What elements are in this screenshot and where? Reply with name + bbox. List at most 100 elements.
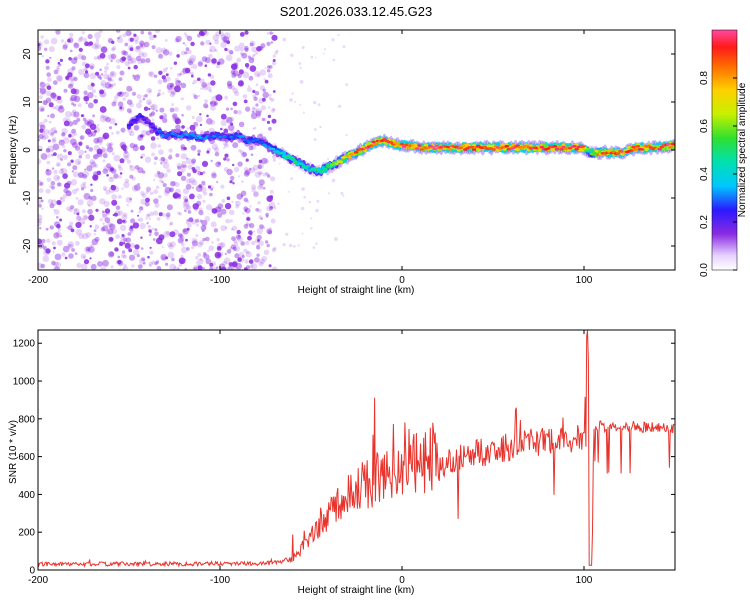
noise-speck <box>259 85 265 91</box>
noise-speck <box>147 101 151 105</box>
noise-speck <box>123 263 127 268</box>
noise-speck <box>85 63 90 69</box>
noise-speck <box>47 114 50 118</box>
noise-speck <box>225 218 230 224</box>
x-tick-label: -200 <box>28 575 48 586</box>
noise-speck <box>202 171 206 174</box>
noise-speck <box>103 115 109 121</box>
noise-speck <box>60 235 63 238</box>
noise-speck <box>244 259 249 264</box>
noise-speck <box>191 246 194 250</box>
noise-speck <box>232 70 239 77</box>
noise-speck <box>109 251 114 257</box>
noise-speck <box>58 168 65 175</box>
noise-speck <box>121 187 124 190</box>
noise-speck <box>223 167 229 172</box>
noise-speck <box>93 144 100 151</box>
noise-speck <box>219 241 226 248</box>
noise-speck <box>51 149 54 152</box>
noise-speck <box>38 218 43 223</box>
ridge-cell <box>616 152 621 155</box>
noise-speck <box>69 97 74 102</box>
noise-speck <box>220 184 225 189</box>
noise-speck <box>185 221 190 225</box>
noise-speck <box>90 188 94 193</box>
noise-speck <box>200 186 207 193</box>
noise-speck <box>184 44 187 47</box>
noise-speck <box>123 181 130 189</box>
noise-speck <box>45 65 50 70</box>
noise-speck <box>158 212 163 217</box>
noise-speck <box>192 203 199 210</box>
noise-speck <box>52 80 58 85</box>
noise-speck <box>129 174 134 179</box>
noise-speck <box>232 260 238 267</box>
noise-speck <box>54 261 62 268</box>
noise-speck <box>39 182 44 186</box>
noise-speck <box>110 184 117 191</box>
noise-speck <box>73 76 78 82</box>
noise-speck <box>99 198 106 205</box>
snr-frame <box>37 329 676 571</box>
noise-speck <box>277 202 280 205</box>
noise-speck <box>195 185 203 193</box>
noise-speck <box>93 229 97 233</box>
noise-speck <box>49 184 53 189</box>
noise-speck <box>230 51 233 55</box>
noise-speck <box>99 68 102 71</box>
noise-speck <box>116 92 122 97</box>
noise-speck <box>186 227 190 231</box>
noise-speck <box>231 236 236 242</box>
noise-speck <box>82 37 88 42</box>
noise-speck <box>268 97 272 100</box>
noise-speck <box>111 101 117 107</box>
ridge-cell <box>631 145 636 149</box>
noise-speck <box>108 142 112 147</box>
ridge-cell <box>419 148 424 151</box>
noise-speck <box>38 105 45 112</box>
noise-speck <box>158 70 163 76</box>
noise-speck <box>67 38 71 43</box>
noise-speck <box>90 161 97 168</box>
noise-speck <box>122 97 126 101</box>
noise-speck <box>59 105 64 109</box>
noise-speck <box>230 175 235 181</box>
noise-speck <box>113 186 120 193</box>
noise-speck <box>237 257 242 262</box>
noise-speck <box>156 217 161 221</box>
noise-speck <box>81 61 87 67</box>
colorbar-tick-label: 0.8 <box>699 71 710 85</box>
noise-speck <box>246 199 250 203</box>
noise-speck <box>83 192 91 200</box>
noise-speck <box>134 39 139 45</box>
noise-speck <box>89 65 94 70</box>
noise-speck <box>238 121 245 128</box>
ridge-cell <box>275 150 280 153</box>
noise-speck <box>327 158 329 160</box>
noise-speck <box>259 69 266 76</box>
noise-speck <box>203 225 207 229</box>
noise-speck <box>230 85 236 91</box>
ridge-cell <box>142 118 147 122</box>
noise-speck <box>269 65 273 69</box>
noise-speck <box>257 239 260 242</box>
noise-speck <box>119 57 126 63</box>
noise-speck <box>186 127 189 130</box>
noise-speck <box>103 188 107 191</box>
noise-speck <box>129 142 135 149</box>
noise-speck <box>109 223 116 230</box>
noise-speck <box>235 204 240 209</box>
noise-speck <box>130 88 133 92</box>
noise-speck <box>148 71 153 77</box>
noise-speck <box>142 52 148 58</box>
noise-speck <box>169 107 175 113</box>
noise-speck <box>42 132 46 136</box>
noise-speck <box>88 214 95 221</box>
noise-speck <box>186 172 191 177</box>
noise-speck <box>174 85 181 93</box>
noise-speck <box>313 128 317 131</box>
noise-speck <box>164 190 170 196</box>
noise-speck <box>242 71 250 79</box>
noise-speck <box>71 142 78 148</box>
noise-speck <box>171 103 175 106</box>
